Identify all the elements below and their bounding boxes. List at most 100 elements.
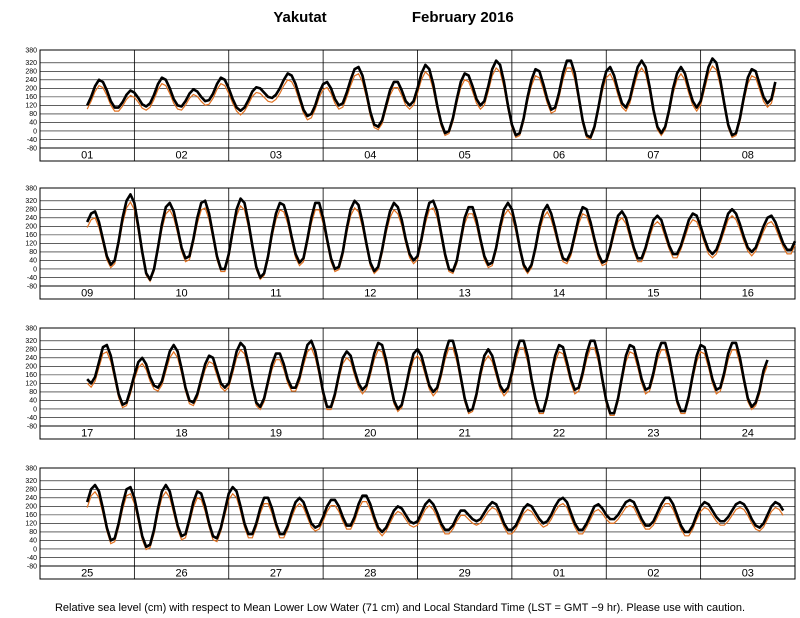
day-label: 09 [81,288,93,300]
day-label: 16 [742,288,754,300]
y-tick-label: 200 [25,86,37,93]
y-tick-label: 240 [25,495,37,502]
chart-title-month: February [412,9,477,26]
day-label: 03 [742,568,754,580]
y-tick-label: -80 [27,145,37,152]
day-label: 06 [553,150,565,162]
day-label: 25 [81,568,93,580]
y-tick-label: 120 [25,103,37,110]
y-tick-label: 200 [25,364,37,371]
y-tick-label: 160 [25,94,37,101]
panel-frame [39,327,796,440]
day-label: 19 [270,428,282,440]
predicted-series-line [86,65,776,141]
y-tick-label: -40 [27,275,37,282]
panel-frame [39,467,796,580]
footer-note: Relative sea level (cm) with respect to … [55,602,745,614]
day-label: 12 [364,288,376,300]
day-label: 20 [364,428,376,440]
day-label: 21 [459,428,471,440]
y-tick-label: -40 [27,415,37,422]
day-label: 07 [647,150,659,162]
day-label: 11 [270,288,281,300]
y-tick-label: 380 [25,325,37,332]
day-label: 05 [459,150,471,162]
y-tick-label: 320 [25,478,37,485]
day-label: 24 [742,428,754,440]
y-tick-label: 240 [25,215,37,222]
y-tick-label: -80 [27,563,37,570]
panel-frame [39,49,796,162]
y-tick-label: 380 [25,185,37,192]
day-label: 28 [364,568,376,580]
day-label: 02 [647,568,659,580]
y-tick-label: 240 [25,355,37,362]
observed-series-line [86,193,797,281]
y-tick-label: 320 [25,338,37,345]
y-tick-label: 240 [25,77,37,84]
y-tick-label: 0 [33,266,37,273]
y-tick-label: 320 [25,198,37,205]
y-tick-label: 200 [25,224,37,231]
y-tick-label: -40 [27,137,37,144]
y-tick-label: 80 [29,389,37,396]
y-tick-label: 160 [25,372,37,379]
chart-title-station: Yakutat [273,9,326,26]
y-tick-label: 200 [25,504,37,511]
y-tick-label: 280 [25,487,37,494]
y-tick-label: 40 [29,538,37,545]
day-label: 04 [364,150,376,162]
y-tick-label: 280 [25,347,37,354]
day-label: 01 [553,568,565,580]
y-tick-label: 0 [33,406,37,413]
day-label: 27 [270,568,282,580]
day-label: 18 [175,428,187,440]
day-label: 13 [459,288,471,300]
y-tick-label: 0 [33,546,37,553]
y-tick-label: 280 [25,207,37,214]
day-label: 03 [270,150,282,162]
day-label: 17 [81,428,93,440]
y-tick-label: 380 [25,47,37,54]
y-tick-label: -40 [27,555,37,562]
y-tick-label: 0 [33,128,37,135]
y-tick-label: 320 [25,60,37,67]
y-tick-label: -80 [27,283,37,290]
observed-series-line [86,339,769,415]
y-tick-label: 380 [25,465,37,472]
y-tick-label: 80 [29,111,37,118]
y-tick-label: 120 [25,241,37,248]
observed-series-line [86,57,777,139]
y-tick-label: 80 [29,249,37,256]
day-label: 02 [175,150,187,162]
y-tick-label: 40 [29,258,37,265]
day-label: 08 [742,150,754,162]
y-tick-label: 120 [25,521,37,528]
day-label: 14 [553,288,565,300]
chart-title-year: 2016 [480,9,513,26]
y-tick-label: 40 [29,398,37,405]
y-tick-label: 120 [25,381,37,388]
day-label: 01 [81,150,93,162]
day-label: 15 [647,288,659,300]
day-label: 22 [553,428,565,440]
predicted-series-line [86,490,784,551]
day-label: 23 [647,428,659,440]
y-tick-label: 160 [25,232,37,239]
y-tick-label: 40 [29,120,37,127]
day-label: 29 [459,568,471,580]
observed-series-line [85,483,785,549]
day-label: 26 [175,568,187,580]
y-tick-label: 280 [25,69,37,76]
y-tick-label: -80 [27,423,37,430]
y-tick-label: 160 [25,512,37,519]
day-label: 10 [175,288,187,300]
y-tick-label: 80 [29,529,37,536]
